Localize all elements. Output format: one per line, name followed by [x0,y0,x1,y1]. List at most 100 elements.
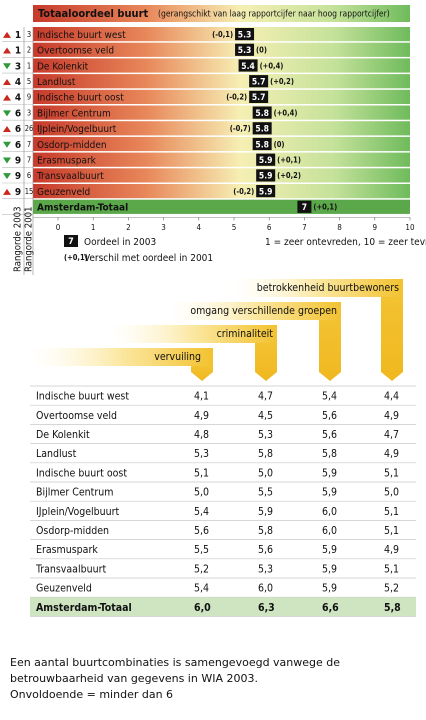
diff-label: (+0,4) [260,61,284,70]
row-name: Erasmuspark [36,544,98,556]
rank-2003: 4 [15,93,21,104]
cell-value: 6,0 [194,602,211,614]
value-label: 5.3 [238,30,252,40]
cell-value: 4,5 [258,410,273,422]
x-tick-label: 7 [302,223,307,232]
header-arrow [319,320,341,381]
cell-value: 5,9 [258,506,273,518]
legend-diff: (+0,1) [64,253,88,262]
x-tick-label: 5 [232,223,237,232]
cell-value: 5,2 [194,563,209,575]
row-label: Transvaalbuurt [36,171,104,182]
diff-label: (-0,2) [233,187,254,196]
diff-label: (+0,1) [313,203,337,212]
row-band [33,42,410,57]
rank-2001: 2 [27,46,31,55]
cell-value: 4,9 [384,410,399,422]
row-name: Transvaalbuurt [35,563,106,575]
row-label: Landlust [37,77,76,88]
cell-value: 5,8 [322,448,337,460]
cell-value: 4,9 [194,410,209,422]
legend-text: Oordeel in 2003 [84,237,156,248]
legend-box-text: 7 [68,237,74,247]
row-name: Overtoomse veld [36,410,117,422]
row-band [33,58,410,73]
diff-label: (-0,2) [226,93,247,102]
cell-value: 5,9 [322,563,337,575]
trend-arrow [3,78,11,85]
row-name: Indische buurt oost [36,467,127,479]
cell-value: 5,4 [194,506,209,518]
trend-arrow [3,63,11,70]
rank-2001: 9 [27,93,31,102]
rank-2003: 9 [15,187,21,198]
row-label: Indische buurt oost [37,93,124,104]
row-label: Overtoomse veld [37,46,114,57]
row-name: Osdorp-midden [36,525,109,537]
x-tick-label: 0 [56,223,61,232]
header-band [170,302,341,320]
cell-value: 5,6 [322,410,337,422]
rank-axis-label: Rangorde 2001 [24,206,35,272]
row-name: Bijlmer Centrum [36,487,113,499]
rank-2001: 7 [27,140,31,149]
row-band [33,199,410,214]
value-box [256,169,276,182]
value-box [256,153,276,166]
row-name: Indische buurt west [36,391,129,403]
value-box [256,185,276,198]
cell-value: 5,6 [322,429,337,441]
diff-label: (-0,1) [212,30,233,39]
cell-value: 4,4 [384,391,399,403]
cell-value: 5,8 [258,448,273,460]
rank-2001: 15 [25,187,34,196]
legend-text: Verschil met oordeel in 2001 [84,253,213,264]
value-label: 5.8 [255,125,269,135]
cell-value: 5,1 [194,467,209,479]
cell-value: 5,0 [384,487,399,499]
trend-arrow [3,110,11,117]
cell-value: 5,1 [384,506,399,518]
rank-2003: 6 [15,140,21,151]
row-label: De Kolenkit [37,61,89,72]
row-name: Landlust [36,448,77,460]
cell-value: 5,9 [322,544,337,556]
cell-value: 4,7 [384,429,399,441]
rank-2001: 3 [27,30,31,39]
cell-value: 4,7 [258,391,273,403]
row-label: IJplein/Vogelbuurt [37,124,117,135]
cell-value: 5,3 [194,448,209,460]
row-band [33,105,410,120]
cell-value: 5,1 [384,525,399,537]
trend-arrow [3,188,11,195]
value-box [249,90,269,103]
row-label: Indische buurt west [37,30,126,41]
footer: Een aantal buurtcombinaties is samengevo… [10,655,418,703]
row-name: Geuzenveld [36,583,92,595]
cell-value: 5,9 [322,487,337,499]
row-label: Osdorp-midden [37,140,107,151]
rank-2003: 4 [15,77,21,88]
cell-value: 5,0 [194,487,209,499]
footer-note: Onvoldoende = minder dan 6 [10,688,174,701]
cell-value: 6,3 [258,602,275,614]
value-label: 5.4 [241,62,255,72]
cell-value: 5,8 [384,602,401,614]
trend-arrow [3,31,11,38]
cell-value: 5,2 [384,583,399,595]
row-band [33,184,410,199]
value-box [238,59,258,72]
diff-label: (+0,2) [277,171,301,180]
x-tick-label: 4 [197,223,202,232]
trend-arrow [3,94,11,101]
x-tick-label: 10 [405,223,415,232]
cell-value: 5,3 [258,563,273,575]
header-band [110,325,277,343]
value-label: 7 [302,203,307,213]
value-label: 5.9 [259,172,273,182]
column-header: betrokkenheid buurtbewoners [257,282,399,294]
x-tick-label: 2 [126,223,131,232]
x-tick-label: 3 [161,223,166,232]
cell-value: 5,8 [258,525,273,537]
header-arrow [381,297,403,381]
